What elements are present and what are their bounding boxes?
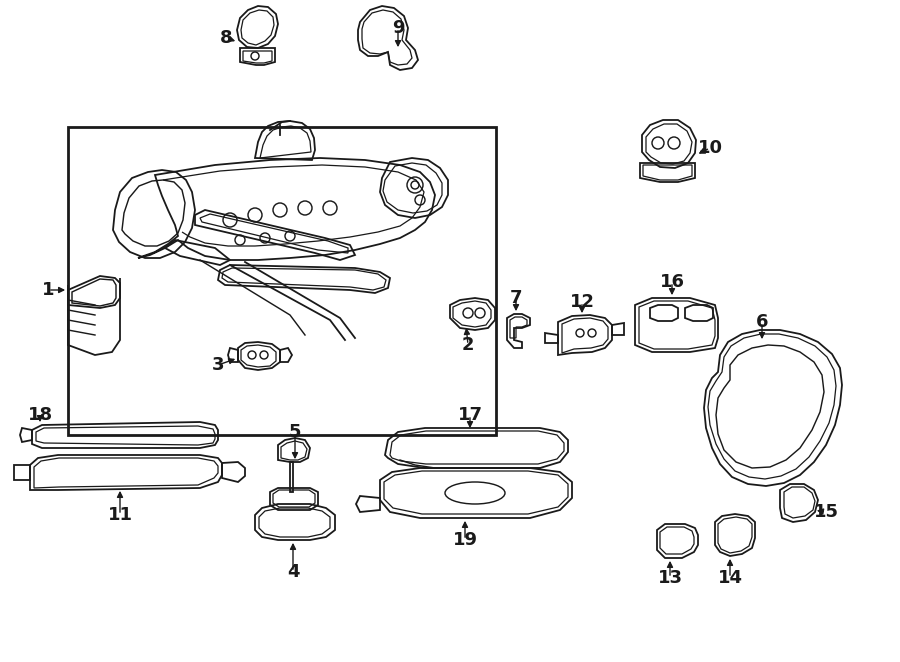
Text: 5: 5 [289,423,302,441]
Text: 17: 17 [457,406,482,424]
Text: 13: 13 [658,569,682,587]
Text: 1: 1 [41,281,54,299]
Text: 2: 2 [462,336,474,354]
Text: 6: 6 [756,313,769,331]
Text: 3: 3 [212,356,224,374]
Text: 12: 12 [570,293,595,311]
Text: 18: 18 [27,406,52,424]
Bar [68,127,496,435]
Text: 7: 7 [509,289,522,307]
Text: 15: 15 [814,503,839,521]
Text: 11: 11 [107,506,132,524]
Text: 9: 9 [392,19,404,37]
Text: 4: 4 [287,563,300,581]
Text: 10: 10 [698,139,723,157]
Text: 14: 14 [717,569,742,587]
Text: 19: 19 [453,531,478,549]
Text: 8: 8 [220,29,232,47]
Text: 16: 16 [660,273,685,291]
